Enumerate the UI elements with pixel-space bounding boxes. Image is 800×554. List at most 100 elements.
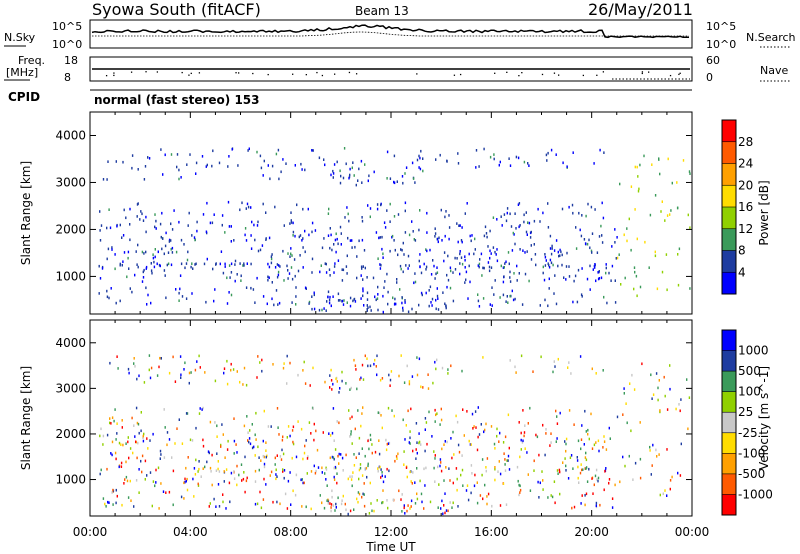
echo-cell [663,375,665,379]
echo-cell [405,466,408,469]
y-tick-label: 1000 [55,473,86,487]
echo-cell [377,467,379,470]
echo-cell [292,425,295,429]
echo-cell [533,469,535,472]
echo-cell [146,474,148,477]
echo-cell [138,491,140,494]
echo-cell [311,307,313,311]
echo-cell [106,257,108,261]
echo-cell [433,264,435,268]
echo-cell [331,388,333,391]
echo-cell [256,150,258,154]
echo-cell [329,386,331,389]
echo-cell [658,157,660,160]
echo-cell [260,506,263,510]
echo-cell [548,287,550,290]
echo-cell [413,281,415,285]
echo-cell [265,441,267,444]
echo-cell [451,506,453,509]
echo-cell [404,209,406,213]
echo-cell [164,153,166,157]
echo-cell [121,263,123,267]
echo-cell [226,302,229,305]
echo-cell [368,447,370,451]
echo-cell [638,187,640,191]
echo-cell [310,470,313,473]
echo-cell [478,433,481,436]
echo-cell [609,437,611,440]
echo-cell [505,503,508,506]
freq-label: Freq. [18,54,45,67]
echo-cell [671,181,673,185]
echo-cell [605,448,608,451]
echo-cell [170,153,173,156]
echo-cell [245,239,248,242]
echo-cell [171,456,173,459]
echo-cell [213,497,215,501]
echo-cell [263,159,265,163]
echo-cell [661,200,663,203]
echo-cell [99,239,102,242]
echo-cell [212,149,214,153]
echo-cell [518,493,520,497]
echo-cell [657,386,659,390]
echo-cell [253,223,255,227]
echo-cell [494,467,496,471]
echo-cell [511,289,513,293]
echo-cell [137,202,139,205]
frequency-panel: Freq. [MHz] 18 8 60 0 Nave [4,54,790,84]
echo-cell [323,237,325,240]
echo-cell [363,249,366,252]
echo-cell [112,488,114,492]
echo-cell [337,259,340,262]
echo-cell [342,268,345,272]
echo-cell [170,263,173,267]
echo-cell [406,509,408,513]
echo-cell [101,267,104,270]
echo-cell [330,368,332,372]
echo-cell [228,481,231,485]
echo-cell [474,473,476,477]
echo-cell [235,443,237,446]
echo-cell [324,163,326,167]
echo-cell [416,497,419,501]
echo-cell [463,434,465,437]
echo-cell [447,278,450,282]
echo-cell [372,276,375,280]
echo-cell [602,216,605,220]
echo-cell [652,393,655,396]
echo-cell [386,209,388,212]
echo-cell [514,242,516,246]
echo-cell [345,382,347,385]
echo-cell [669,387,671,391]
echo-cell [389,378,392,382]
echo-cell [484,483,486,487]
echo-cell [220,443,222,447]
echo-cell [444,511,446,515]
echo-cell [292,440,294,444]
echo-cell [688,396,691,399]
echo-cell [590,205,593,209]
echo-cell [366,304,368,307]
echo-cell [410,505,412,508]
echo-cell [111,248,113,251]
echo-cell [414,280,417,284]
echo-cell [348,176,350,180]
echo-cell [140,210,142,213]
echo-cell [526,451,528,454]
echo-cell [367,306,369,309]
echo-cell [423,262,425,266]
echo-cell [453,453,455,456]
echo-cell [407,504,409,507]
echo-cell [176,153,179,156]
echo-cell [418,303,420,307]
echo-cell [669,487,671,491]
echo-cell [634,165,636,169]
echo-cell [210,470,212,473]
echo-cell [439,153,441,157]
echo-cell [385,438,387,442]
echo-cell [382,310,384,314]
echo-cell [664,489,666,492]
echo-cell [295,455,298,459]
echo-cell [595,504,597,508]
